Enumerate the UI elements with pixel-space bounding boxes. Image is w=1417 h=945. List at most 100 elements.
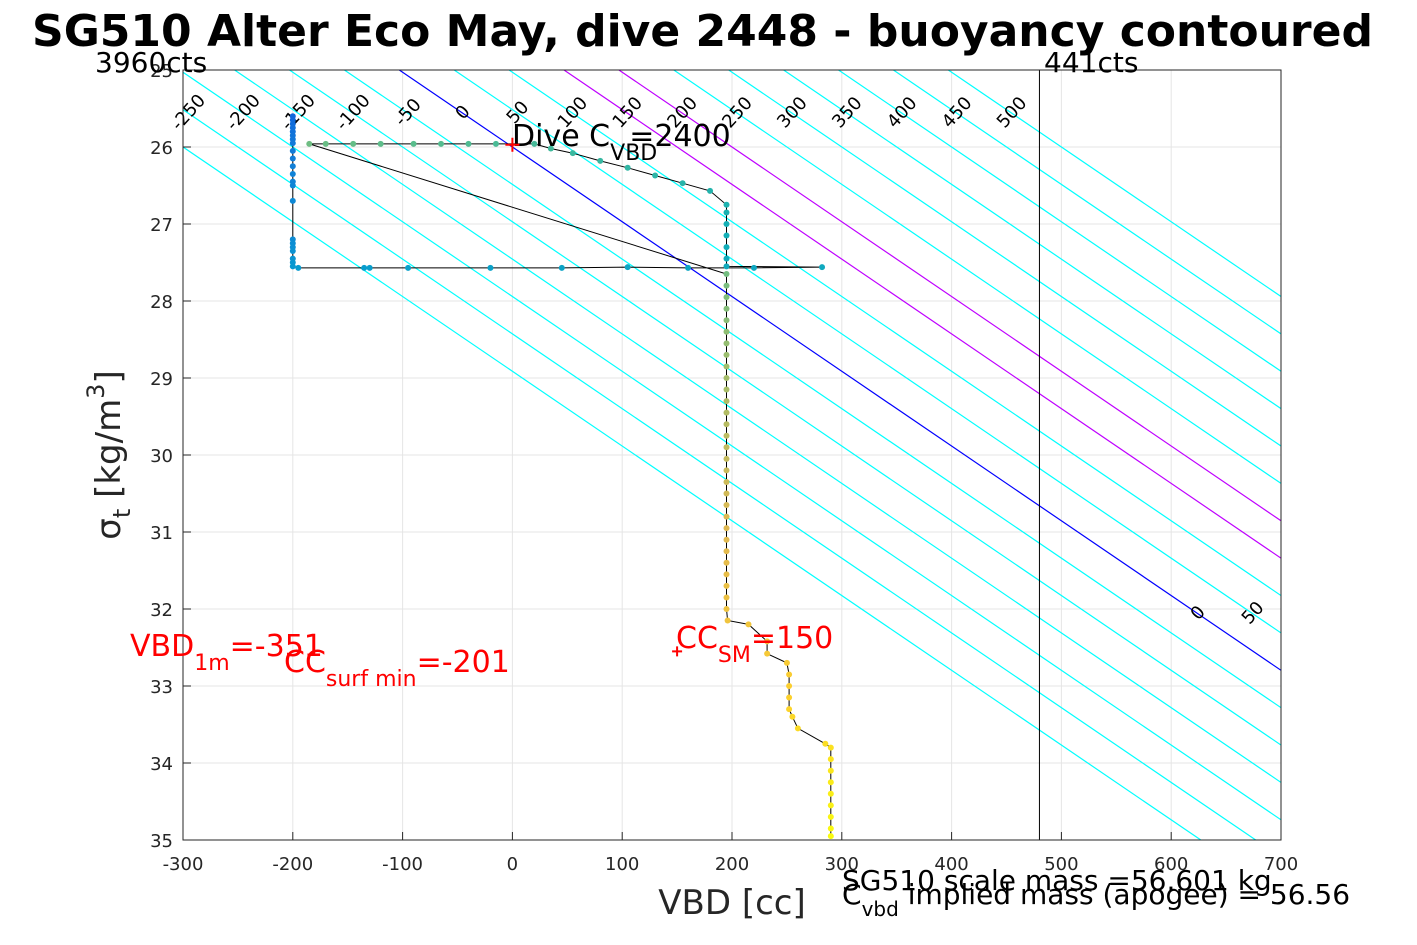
trace-point <box>723 255 730 262</box>
trace-point <box>289 140 296 147</box>
x-axis-label: VBD [cc] <box>658 883 806 923</box>
trace-point <box>723 513 730 520</box>
trace-point <box>723 467 730 474</box>
y-tick-label: 30 <box>150 446 173 467</box>
trace-point <box>723 444 730 451</box>
trace-point <box>723 201 730 208</box>
trace-point <box>723 244 730 251</box>
tick-labels: -300 -200 -100 0 100 200 300 400 500 600 700 25 26 27… <box>150 61 1298 875</box>
contour-line <box>673 70 1281 485</box>
chart-title: SG510 Alter Eco May, dive 2448 - buoyanc… <box>32 6 1373 57</box>
trace-point <box>723 305 730 312</box>
trace-point <box>827 825 834 832</box>
trace-point <box>723 490 730 497</box>
trace-point <box>723 432 730 439</box>
trace-point <box>723 328 730 335</box>
trace-point <box>786 694 793 701</box>
trace-point <box>794 725 801 732</box>
trace-point <box>350 140 357 147</box>
y-tick-label: 31 <box>150 523 173 544</box>
trace-point <box>723 351 730 358</box>
contour-line <box>183 146 1202 840</box>
trace-point <box>322 140 329 147</box>
trace-point <box>289 155 296 162</box>
trace-point <box>531 140 538 147</box>
x-tick-label: -300 <box>163 854 204 875</box>
trace-point <box>822 740 829 747</box>
x-tick-label: 200 <box>715 854 749 875</box>
trace-point <box>723 606 730 612</box>
trace-point <box>723 548 730 555</box>
y-tick-label: 32 <box>150 600 173 621</box>
x-tick-label: 300 <box>825 854 859 875</box>
trace-point <box>723 282 730 289</box>
contour-line <box>563 70 1281 559</box>
trace-point <box>679 180 686 187</box>
trace-point <box>723 294 730 301</box>
dive-trace <box>289 113 834 840</box>
contour-line <box>234 70 1281 784</box>
x-tick-label: 0 <box>507 854 518 875</box>
trace-point <box>547 145 554 152</box>
y-tick-label: 25 <box>150 61 173 82</box>
trace-point <box>405 264 412 271</box>
trace-point <box>827 790 834 797</box>
trace-point <box>597 157 604 164</box>
trace-point <box>723 221 730 227</box>
x-tick-label: 500 <box>1044 854 1078 875</box>
trace-point <box>377 140 384 147</box>
trace-point <box>786 706 793 713</box>
trace-point <box>558 264 565 271</box>
contour-line <box>453 70 1281 634</box>
trace-point <box>764 650 771 657</box>
contour-line <box>344 70 1281 709</box>
x-tick-label: 700 <box>1264 854 1298 875</box>
y-tick-label: 27 <box>150 215 173 236</box>
x-tick-label: 400 <box>934 854 968 875</box>
x-tick-label: -100 <box>382 854 423 875</box>
trace-point <box>723 409 730 416</box>
trace-point <box>827 767 834 774</box>
trace-point <box>783 659 790 666</box>
trace-point <box>289 247 296 254</box>
contour-line <box>183 71 1281 821</box>
trace-point <box>764 638 771 645</box>
dive-c-vbd-marker <box>505 137 520 152</box>
contour-line <box>508 70 1281 597</box>
trace-point <box>723 398 730 405</box>
trace-point <box>723 525 730 532</box>
contour-lines <box>183 70 1281 840</box>
trace-point <box>723 363 730 370</box>
trace-point <box>624 164 631 171</box>
trace-point <box>306 140 313 147</box>
dive-c-vbd-annotation: Dive CVBD=2400 <box>512 119 731 166</box>
trace-point <box>723 263 730 270</box>
trace-point <box>361 264 368 271</box>
x-tick-label: 100 <box>605 854 639 875</box>
trace-point <box>786 683 793 689</box>
contour-line <box>618 70 1281 522</box>
trace-point <box>487 264 494 271</box>
y-tick-label: 35 <box>150 831 173 852</box>
contour-line <box>289 70 1281 746</box>
trace-point <box>827 813 834 820</box>
trace-point <box>723 317 730 324</box>
trace-point <box>723 571 730 578</box>
trace-point <box>723 536 730 543</box>
y-tick-label: 28 <box>150 292 173 313</box>
trace-point <box>827 802 834 809</box>
trace-point <box>289 170 296 177</box>
trace-point <box>723 559 730 566</box>
y-tick-label: 33 <box>150 677 173 698</box>
contour-line <box>398 70 1281 672</box>
trace-point <box>723 582 730 589</box>
trace-point <box>366 264 373 271</box>
trace-point <box>438 140 445 147</box>
y-axis-label: σt [kg/m3] <box>82 370 136 539</box>
y-tick-label: 26 <box>150 138 173 159</box>
trace-point <box>827 744 834 751</box>
cc-surf-min-annotation: CCsurf min=-201 <box>284 645 510 692</box>
y-tick-label: 34 <box>150 754 173 775</box>
trace-point <box>750 264 757 271</box>
